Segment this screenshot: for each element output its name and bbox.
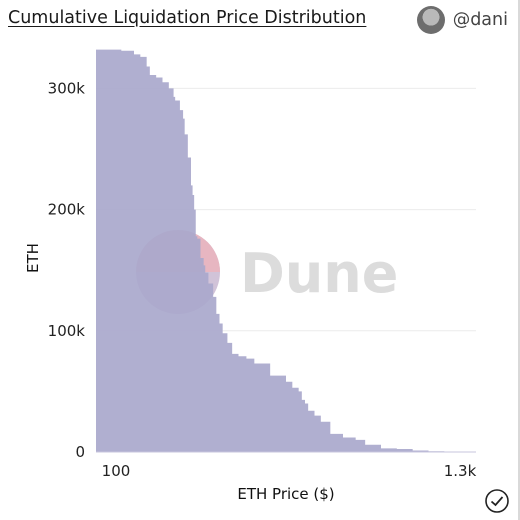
y-tick-label: 0	[75, 443, 85, 461]
x-axis-label: ETH Price ($)	[237, 485, 334, 503]
author-badge[interactable]: @dani	[416, 6, 508, 34]
y-tick-label: 200k	[48, 201, 86, 219]
author-handle[interactable]: @dani	[452, 10, 508, 30]
x-tick-label: 100	[102, 462, 131, 480]
watermark-text: Dune	[240, 242, 398, 305]
x-tick-label: 1.3k	[444, 462, 477, 480]
y-tick-label: 300k	[48, 79, 86, 97]
frame-border	[518, 0, 520, 520]
area-series	[96, 49, 476, 453]
avatar-icon	[416, 6, 445, 34]
y-tick-label: 100k	[48, 322, 86, 340]
check-circle-icon[interactable]	[484, 488, 510, 514]
chart-title: Cumulative Liquidation Price Distributio…	[8, 8, 367, 28]
y-axis-label: ETH	[24, 243, 42, 273]
